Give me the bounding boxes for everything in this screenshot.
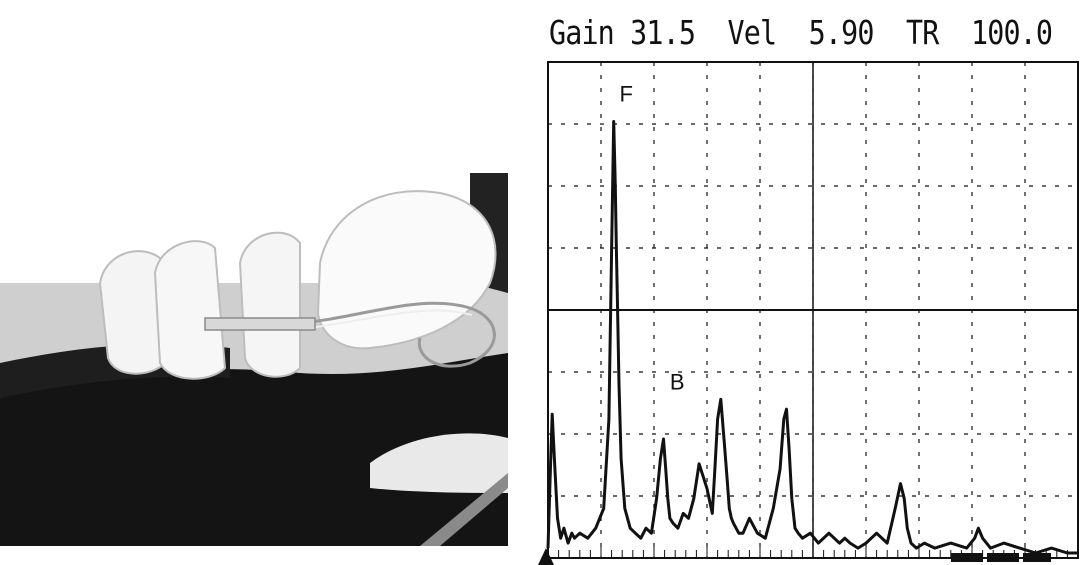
velocity-label: Vel <box>727 13 778 52</box>
peak-label: B <box>670 369 685 394</box>
range-label: TR <box>906 13 939 52</box>
probe-photo <box>0 173 508 546</box>
status-block-icon <box>951 553 983 562</box>
peak-annotations: FB <box>620 82 685 395</box>
instrument-settings-readout: Gain 31.5 Vel 5.90 TR 100.0 <box>549 8 1053 58</box>
a-scan-chart: FB <box>538 61 1079 565</box>
status-block-icon <box>1023 553 1051 562</box>
start-marker-icon <box>538 548 554 565</box>
status-block-icon <box>987 553 1019 562</box>
signal-trace-series <box>546 120 1078 555</box>
gain-value: 31.5 <box>630 13 696 52</box>
range-value: 100.0 <box>970 13 1053 52</box>
status-blocks <box>951 553 1051 562</box>
gain-label: Gain <box>549 13 615 52</box>
velocity-value: 5.90 <box>808 13 875 52</box>
peak-label: F <box>620 82 633 107</box>
